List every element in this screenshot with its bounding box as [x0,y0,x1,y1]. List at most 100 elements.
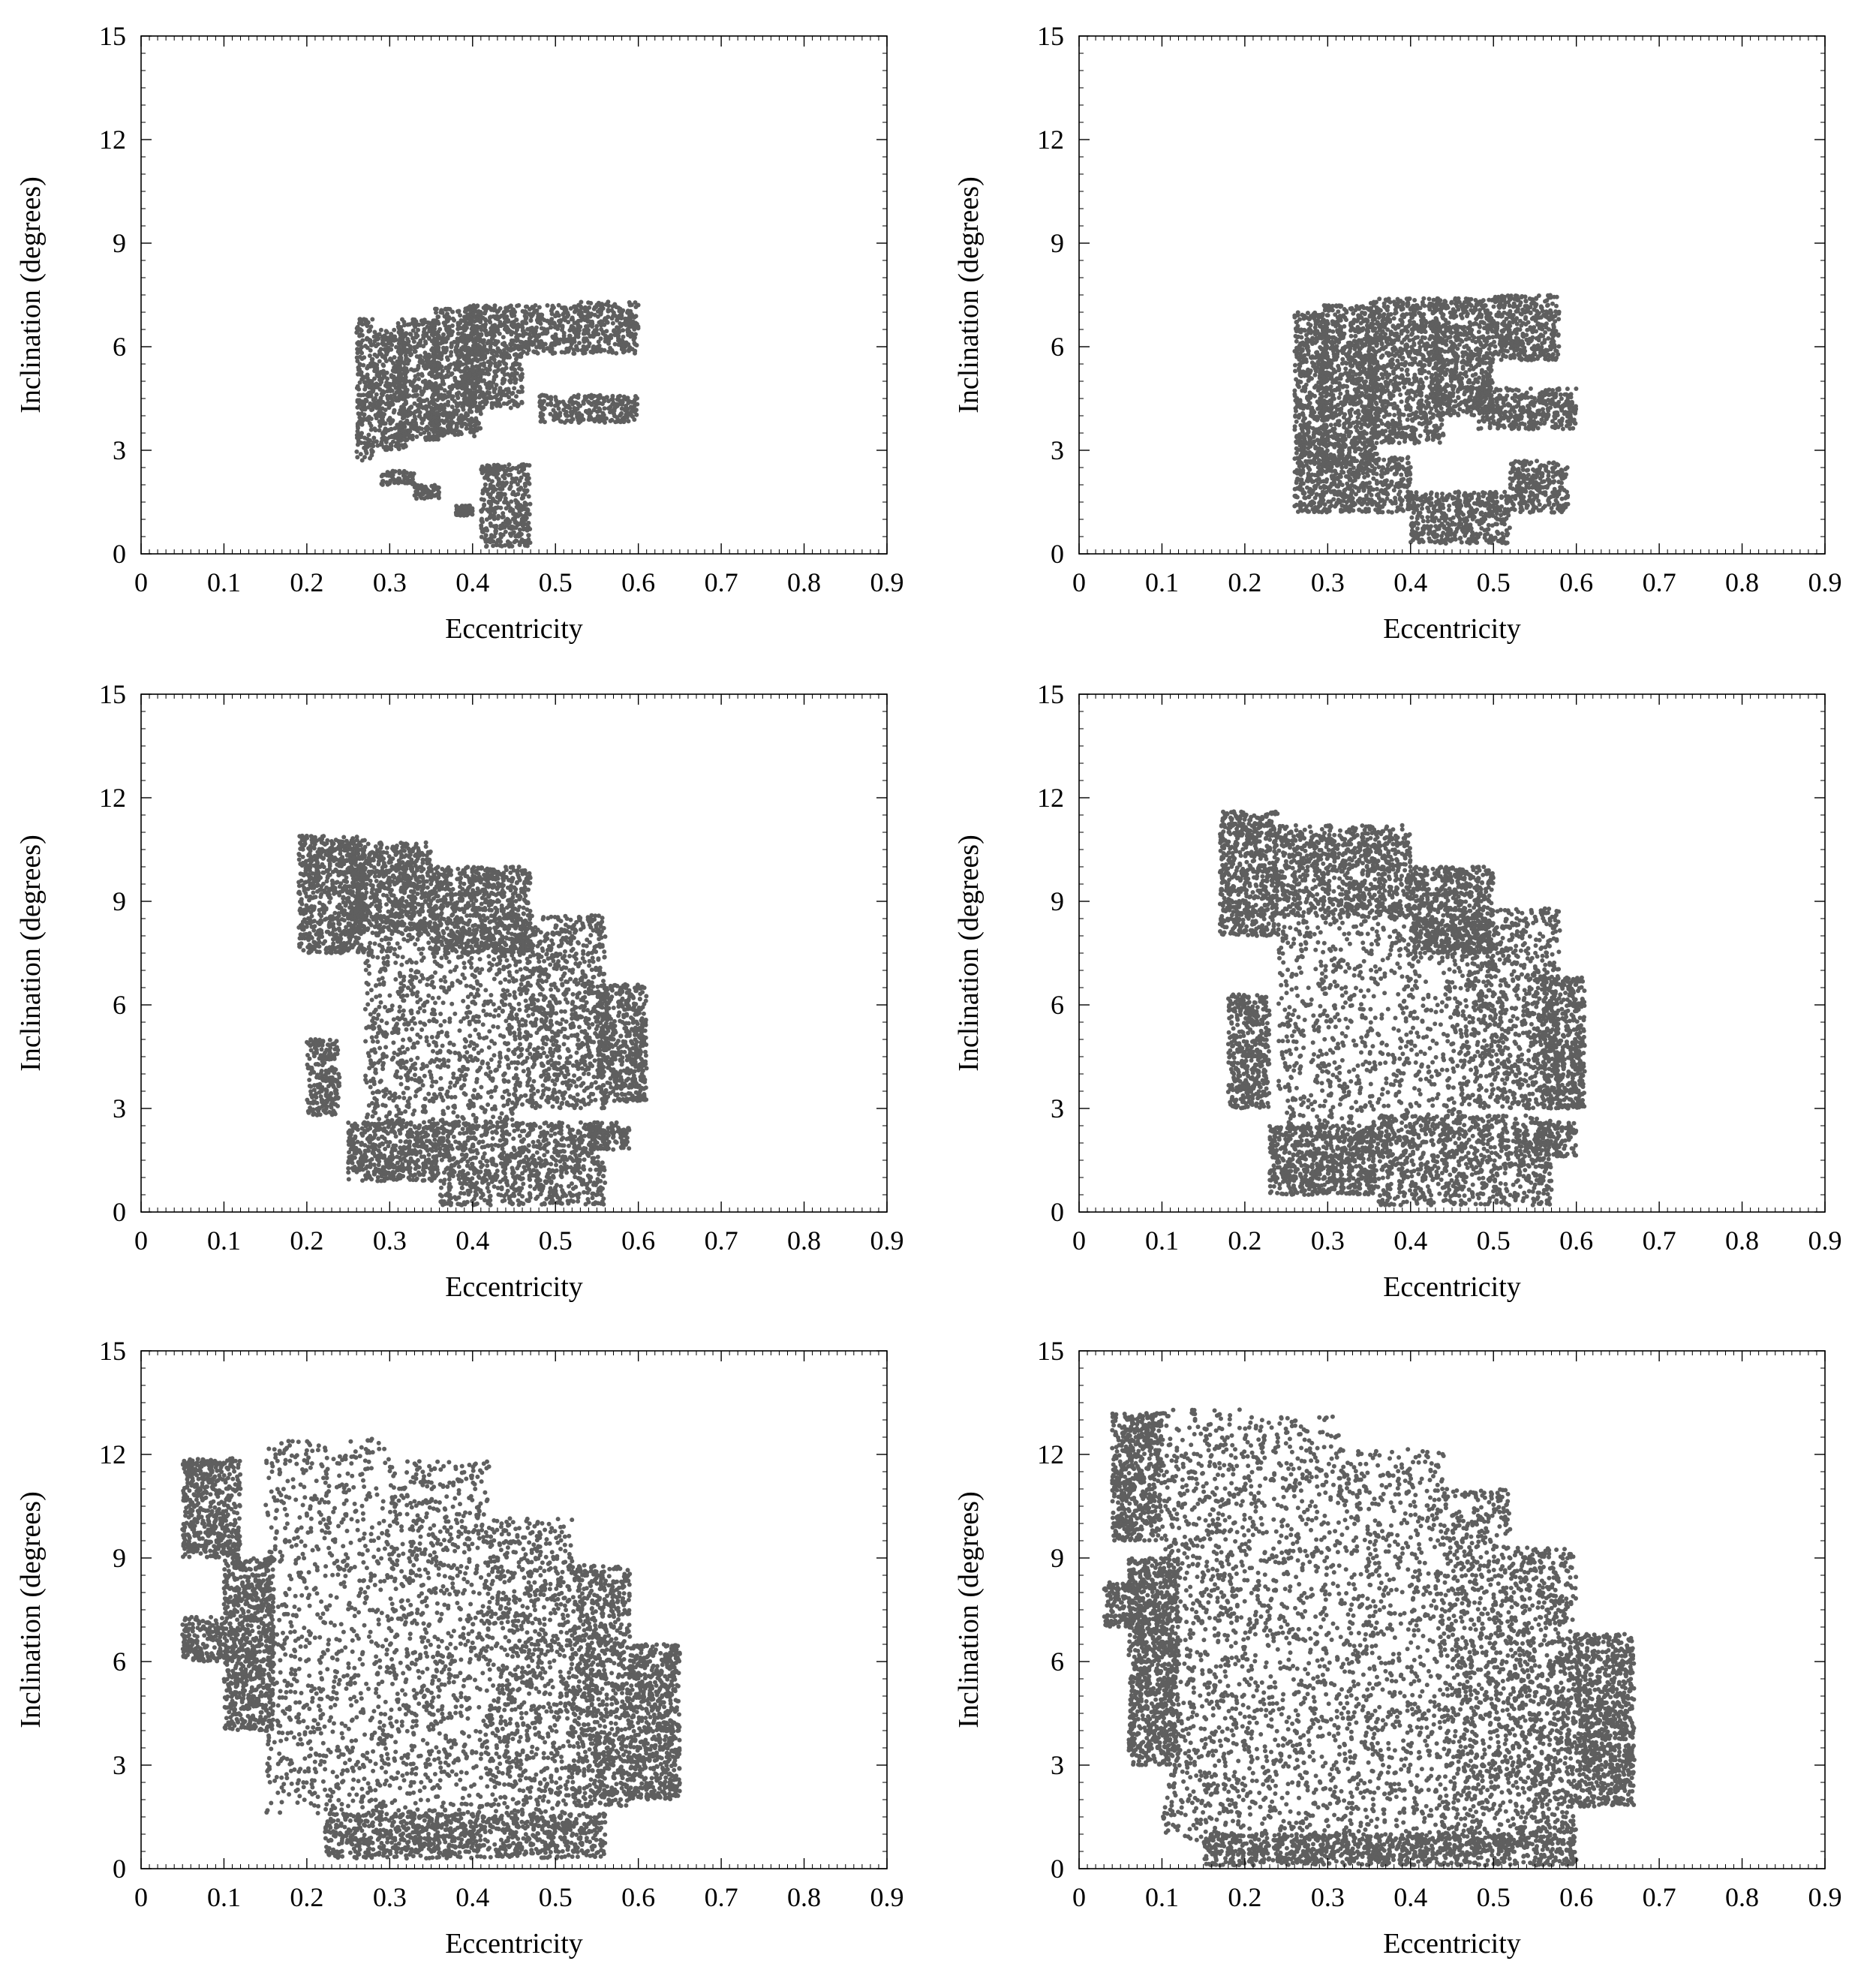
data-point [381,390,386,395]
data-point [424,426,428,431]
data-point [365,323,369,328]
data-point [415,354,419,359]
data-point [409,405,413,410]
data-point [370,317,374,322]
data-point [354,450,359,454]
data-point [356,423,360,427]
data-point [404,438,409,442]
data-point [396,361,401,365]
data-point [407,359,411,363]
data-point [376,414,380,418]
data-point [404,375,408,380]
data-point [411,329,416,333]
data-point [401,416,405,420]
data-point [365,445,369,450]
data-point [355,359,359,363]
data-point [420,374,425,378]
data-point [363,384,368,389]
data-point [369,423,374,428]
data-point [359,318,363,323]
data-point [413,374,418,378]
data-point [377,377,382,382]
data-point [404,332,408,336]
data-point [397,377,401,382]
data-point [366,433,371,438]
data-point [397,366,401,371]
data-point [379,328,383,332]
data-point [383,338,387,342]
data-point [414,435,419,439]
data-point [398,331,402,335]
data-point [425,333,429,338]
data-point [425,325,430,329]
data-point [419,389,424,394]
data-point [422,317,427,322]
data-point [398,373,402,377]
data-point [389,335,394,339]
data-point [409,367,413,371]
data-point [417,414,422,419]
data-point [422,355,427,359]
data-point [358,362,362,367]
scatter-panel-1: 0 0.1 0.2 0.3 0.4 0.5 0.6 0.7 0.8 0.903691215Ecce… [15,21,904,645]
data-point [355,433,359,438]
data-point [392,411,396,415]
data-point [396,446,401,450]
data-point [374,344,378,348]
data-point [364,449,368,453]
data-point [368,328,372,332]
data-point [389,427,393,432]
data-point [359,411,364,416]
data-point [427,416,431,420]
data-point [374,385,378,389]
data-point [402,360,407,365]
data-point [365,336,369,341]
data-point [360,333,365,338]
data-point [372,377,377,381]
data-point [396,324,401,329]
data-point [372,426,377,431]
data-point [380,415,385,420]
data-point [356,440,361,444]
data-point [385,330,389,335]
data-point [425,398,429,402]
data-point [410,317,415,322]
data-point [383,431,388,435]
data-point [410,384,415,389]
data-point [386,348,391,353]
data-point [397,394,401,399]
data-point [396,386,401,391]
data-point [358,347,362,351]
data-point [361,392,365,397]
data-point [412,345,416,350]
data-point [392,368,397,373]
data-point [413,350,417,354]
data-point [405,369,410,374]
data-point [355,455,359,459]
data-point [381,343,386,347]
data-point [378,442,383,447]
data-point [386,401,390,405]
data-point [422,405,427,410]
data-point [370,408,374,412]
data-point [405,414,410,418]
data-point [402,396,407,401]
data-point [405,337,410,341]
data-point [402,323,407,327]
data-point [402,341,407,345]
data-point [365,399,369,403]
data-point [407,322,412,326]
data-point [356,392,361,397]
data-point [377,406,382,411]
data-point [377,428,382,432]
data-point [422,430,426,435]
data-point [398,339,402,344]
data-point [366,405,371,410]
data-point [356,342,361,347]
data-point [388,357,392,362]
data-point [416,398,421,402]
data-point [423,350,428,355]
data-point [415,384,419,389]
data-point [427,432,431,436]
data-point [374,332,379,337]
